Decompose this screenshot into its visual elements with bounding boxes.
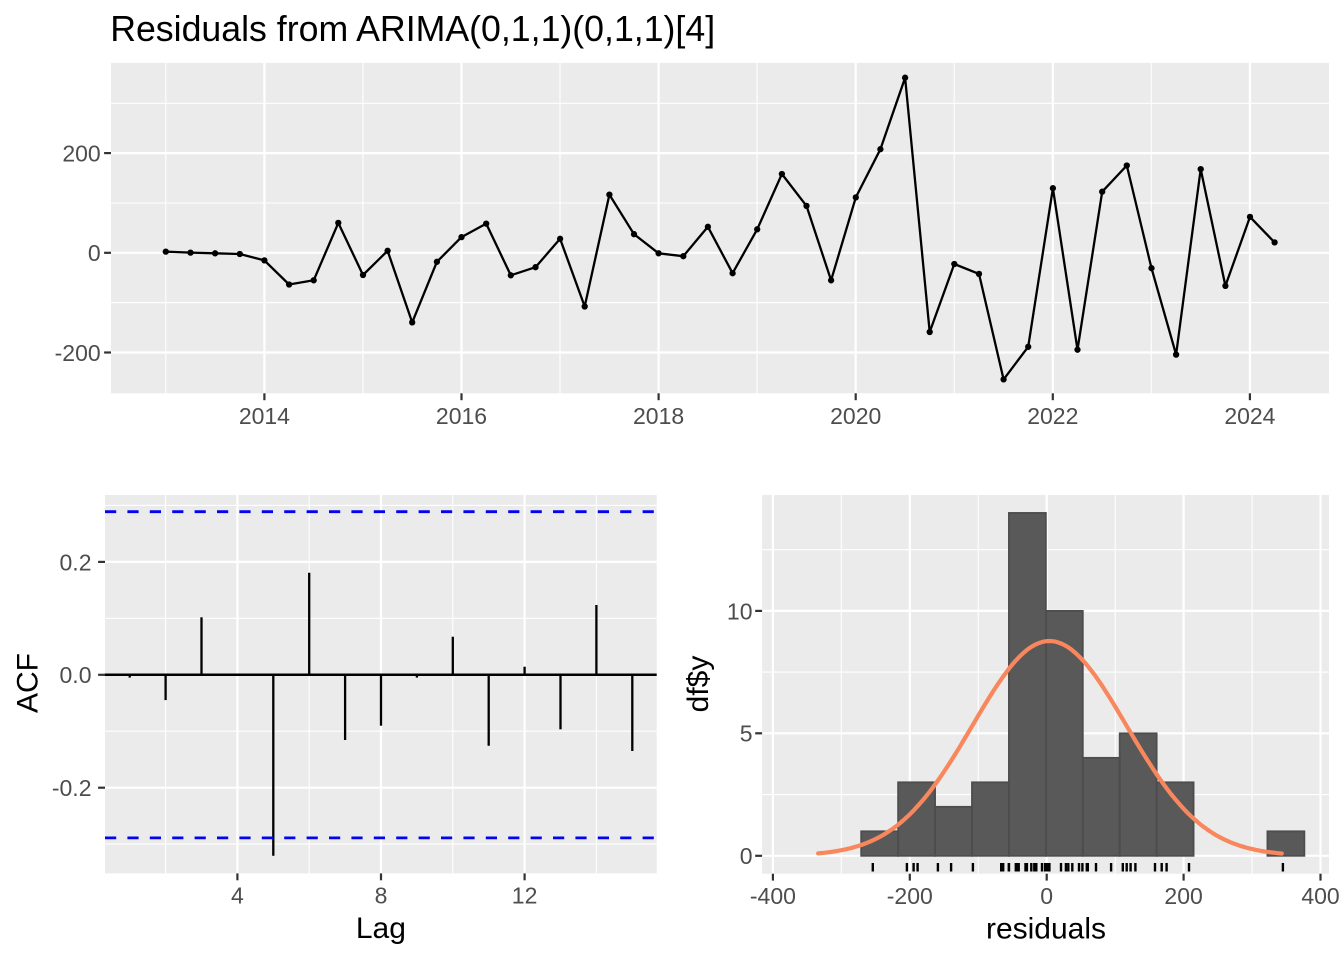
svg-text:Lag: Lag bbox=[356, 912, 406, 945]
svg-text:10: 10 bbox=[727, 598, 753, 624]
svg-text:2022: 2022 bbox=[1027, 403, 1078, 429]
svg-text:Residuals from ARIMA(0,1,1)(0,: Residuals from ARIMA(0,1,1)(0,1,1)[4] bbox=[110, 9, 715, 49]
svg-text:-200: -200 bbox=[55, 340, 101, 366]
svg-text:-400: -400 bbox=[750, 883, 796, 909]
svg-text:2014: 2014 bbox=[239, 403, 290, 429]
svg-text:0.2: 0.2 bbox=[60, 549, 92, 575]
svg-text:-0.2: -0.2 bbox=[52, 775, 92, 801]
svg-text:8: 8 bbox=[375, 882, 388, 908]
svg-text:0: 0 bbox=[740, 843, 753, 869]
svg-text:5: 5 bbox=[740, 721, 753, 747]
svg-text:2018: 2018 bbox=[633, 403, 684, 429]
svg-text:residuals: residuals bbox=[986, 913, 1106, 946]
svg-text:ACF: ACF bbox=[12, 653, 45, 713]
svg-text:400: 400 bbox=[1301, 883, 1339, 909]
svg-text:df$y: df$y bbox=[682, 656, 715, 713]
svg-text:4: 4 bbox=[231, 882, 244, 908]
svg-text:200: 200 bbox=[1164, 883, 1202, 909]
svg-text:2016: 2016 bbox=[436, 403, 487, 429]
svg-text:-200: -200 bbox=[887, 883, 933, 909]
svg-text:0: 0 bbox=[88, 240, 101, 266]
svg-text:0.0: 0.0 bbox=[60, 662, 92, 688]
svg-text:200: 200 bbox=[62, 141, 100, 167]
svg-text:0: 0 bbox=[1040, 883, 1053, 909]
svg-text:2024: 2024 bbox=[1224, 403, 1275, 429]
svg-text:2020: 2020 bbox=[830, 403, 881, 429]
svg-text:12: 12 bbox=[512, 882, 538, 908]
